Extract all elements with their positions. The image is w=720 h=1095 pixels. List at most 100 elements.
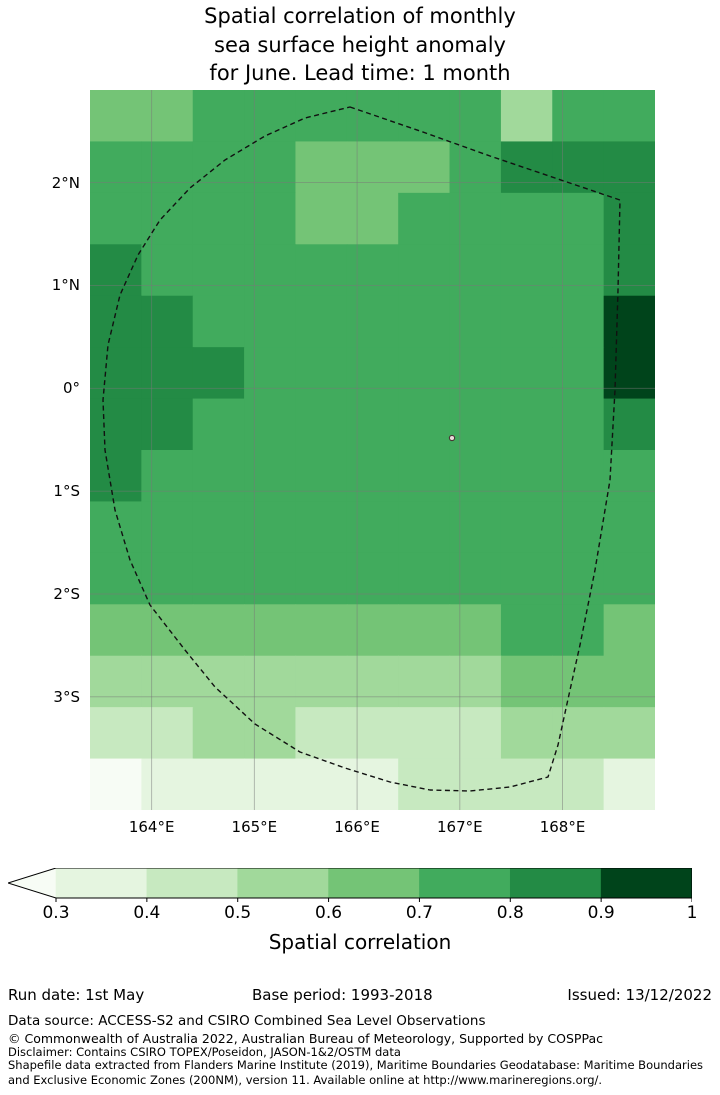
heatmap-cell [141,758,194,810]
map-plot [90,90,655,810]
chart-title-line: Spatial correlation of monthly [204,4,516,28]
colorbar-tick-label: 0.3 [42,903,70,923]
heatmap-cell [141,295,194,348]
heatmap-cell [603,604,655,657]
heatmap-cell [192,347,245,400]
heatmap-cell [90,90,142,143]
heatmap-cell [603,295,655,348]
heatmap-cell [192,604,245,657]
heatmap-cell [90,552,142,605]
heatmap-cell [295,552,348,605]
heatmap-cell [295,655,348,708]
heatmap-cell [552,655,605,708]
heatmap-cell [552,398,605,451]
heatmap-cell [295,501,348,554]
chart-title-line: for June. Lead time: 1 month [209,61,511,85]
heatmap-cell [552,347,605,400]
heatmap-cell [141,244,194,297]
heatmap-cell [346,141,399,194]
x-tick-label: 165°E [231,818,278,836]
heatmap-cell [500,295,553,348]
heatmap-cell [244,347,297,400]
heatmap-cell [500,552,553,605]
heatmap-cell [192,141,245,194]
heatmap-cell [398,347,451,400]
heatmap-cell [90,450,142,503]
heatmap-cell [346,192,399,245]
heatmap-cell [141,501,194,554]
heatmap-cell [141,655,194,708]
heatmap-cell [90,141,142,194]
heatmap-cell [141,552,194,605]
heatmap-cell [90,604,142,657]
heatmap-cell [295,141,348,194]
heatmap-cell [449,501,502,554]
heatmap-cell [398,398,451,451]
heatmap-cell [552,501,605,554]
heatmap-cell [244,552,297,605]
heatmap-cell [449,192,502,245]
heatmap-cell [603,552,655,605]
colorbar-segment [146,868,239,898]
colorbar-tick-labels: 0.3 0.4 0.5 0.6 0.7 0.8 0.9 1 [8,903,697,925]
heatmap-cell [552,244,605,297]
heatmap-cell [244,244,297,297]
heatmap-cell [244,450,297,503]
heatmap-cell [90,295,142,348]
heatmap-cell [295,90,348,143]
y-tick-label: 2°N [51,173,80,192]
footer-row: Run date: 1st May Base period: 1993-2018… [0,986,720,1006]
run-date: Run date: 1st May [8,986,145,1004]
heatmap-cell [141,450,194,503]
heatmap-cell [192,552,245,605]
heatmap-cell [449,90,502,143]
colorbar-title: Spatial correlation [268,930,452,954]
heatmap-cell [449,707,502,760]
heatmap-cell [192,295,245,348]
heatmap-cell [500,347,553,400]
heatmap-cell [449,552,502,605]
colorbar-segment [419,868,511,898]
colorbar-segment [237,868,329,898]
heatmap-cell [603,501,655,554]
heatmap-cell [346,604,399,657]
heatmap-cell [603,450,655,503]
heatmap-cell [244,398,297,451]
heatmap-cell [603,398,655,451]
heatmap-cell [552,192,605,245]
heatmap-cell [500,501,553,554]
heatmap-cell [449,141,502,194]
heatmap-cell [346,244,399,297]
colorbar-canvas [6,867,693,902]
heatmap-cell [346,552,399,605]
heatmap-cell [346,347,399,400]
heatmap-cell [346,758,399,810]
colorbar-tick-label: 0.4 [133,903,161,923]
disclaimer: Disclaimer: Contains CSIRO TOPEX/Poseido… [8,1045,401,1059]
heatmap-cell [141,604,194,657]
chart-title: Spatial correlation of monthly sea surfa… [0,2,720,88]
heatmap-cell [192,398,245,451]
colorbar-segment [600,868,693,898]
heatmap-cell [500,655,553,708]
heatmap-cell [346,501,399,554]
heatmap-cell [295,347,348,400]
heatmap-cell [90,192,142,245]
heatmap-cell [398,501,451,554]
heatmap-canvas [90,90,655,810]
heatmap-cell [244,192,297,245]
heatmap-cell [603,347,655,400]
y-tick-label: 1°S [53,482,80,501]
copyright: © Commonwealth of Australia 2022, Austra… [8,1031,603,1046]
heatmap-cell [295,450,348,503]
heatmap-cell [500,192,553,245]
heatmap-cell [603,141,655,194]
y-tick-label: 3°S [53,687,80,706]
heatmap-cell [244,604,297,657]
shapefile-note: Shapefile data extracted from Flanders M… [8,1058,704,1087]
heatmap-cell [90,758,142,810]
x-tick-label: 166°E [334,818,380,836]
heatmap-cell [500,604,553,657]
heatmap-cell [90,398,142,451]
heatmap-cell [346,90,399,143]
